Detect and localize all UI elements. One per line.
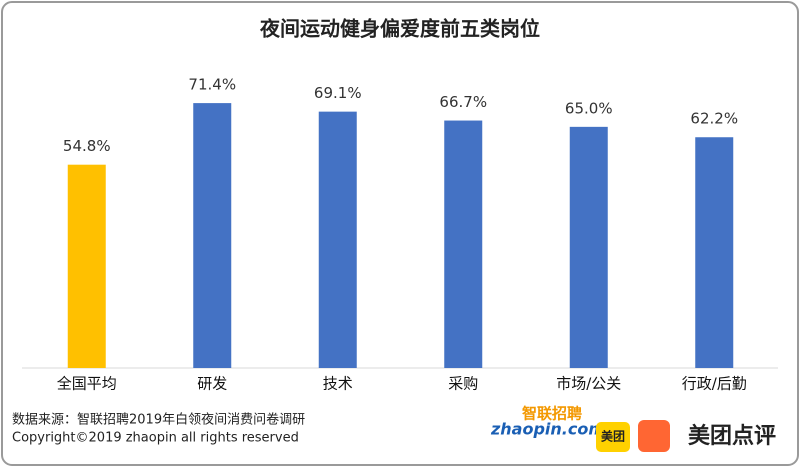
bar xyxy=(569,126,608,368)
value-label: 54.8% xyxy=(63,137,111,155)
chart-title: 夜间运动健身偏爱度前五类岗位 xyxy=(259,17,540,41)
x-tick-label: 采购 xyxy=(448,375,478,393)
value-label: 69.1% xyxy=(314,84,362,102)
value-label: 71.4% xyxy=(188,76,236,94)
source: 数据来源：智联招聘2019年白领夜间消费问卷调研 xyxy=(12,412,305,428)
bar xyxy=(318,111,357,368)
x-tick-label: 研发 xyxy=(197,375,227,393)
value-label: 62.2% xyxy=(690,110,738,128)
bar xyxy=(444,120,483,368)
x-tick-label: 技术 xyxy=(323,375,353,393)
logo-zhaopin: zhaopin.com xyxy=(490,420,605,439)
meituan-badge xyxy=(596,422,630,452)
value-label: 66.7% xyxy=(439,93,487,111)
value-label: 65.0% xyxy=(565,99,613,117)
x-tick-label: 市场/公关 xyxy=(556,375,621,393)
logo-dianping: 美团点评 xyxy=(688,423,776,449)
copyright: Copyright©2019 zhaopin all rights reserv… xyxy=(12,431,299,446)
logo-meituan: 美团 xyxy=(601,429,625,444)
bar xyxy=(695,137,734,368)
bar xyxy=(193,103,232,368)
logo-zhilian: 智联招聘 xyxy=(522,405,582,423)
dianping-badge xyxy=(638,420,670,452)
bar xyxy=(67,164,106,368)
x-tick-label: 行政/后勤 xyxy=(682,375,747,393)
x-tick-label: 全国平均 xyxy=(57,375,117,393)
